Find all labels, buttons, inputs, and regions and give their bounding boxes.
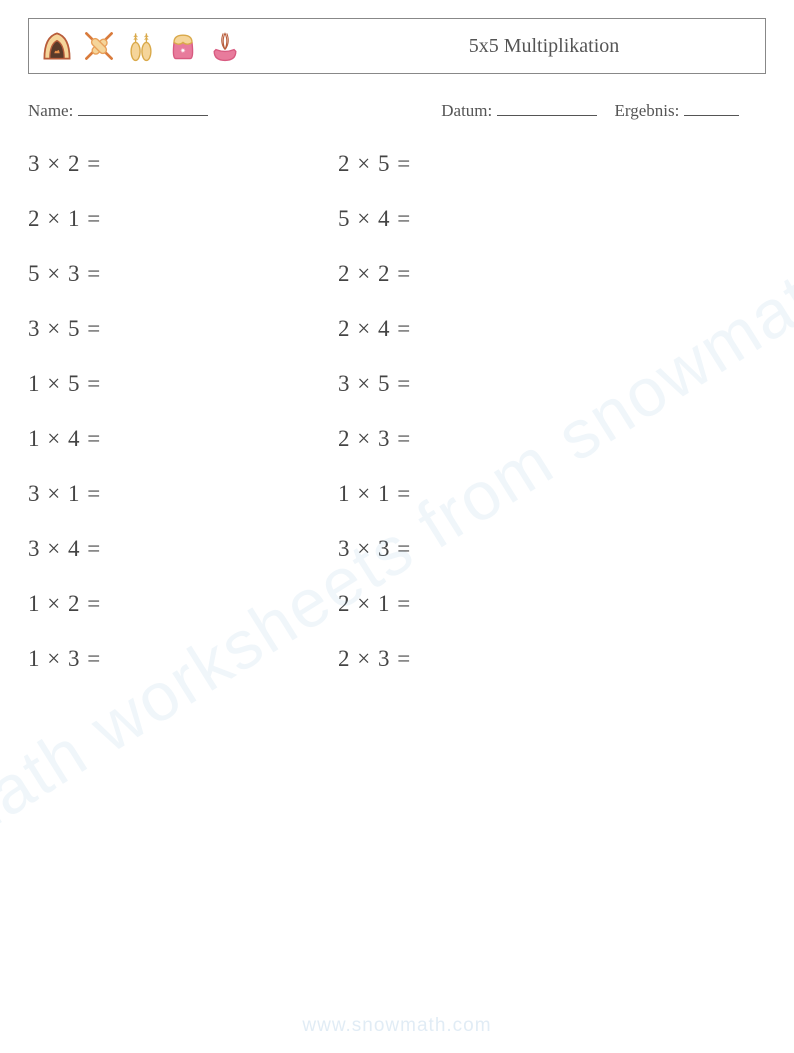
problems-col-1: 3 × 2 = 2 × 1 = 5 × 3 = 3 × 5 = 1 × 5 = … — [28, 151, 338, 672]
name-field: Name: — [28, 98, 441, 121]
info-row: Name: Datum: Ergebnis: — [28, 98, 766, 121]
problem-cell: 2 × 3 = — [338, 426, 648, 452]
problem-cell: 1 × 3 = — [28, 646, 338, 672]
problem-cell: 3 × 1 = — [28, 481, 338, 507]
problem-cell: 3 × 5 = — [28, 316, 338, 342]
header-icons: ✷ — [39, 28, 243, 64]
problem-cell: 1 × 1 = — [338, 481, 648, 507]
flour-bag-icon: ✷ — [165, 28, 201, 64]
date-blank[interactable] — [497, 98, 597, 116]
problem-cell: 1 × 5 = — [28, 371, 338, 397]
footer-url: www.snowmath.com — [0, 1015, 794, 1037]
result-label: Ergebnis: — [615, 101, 680, 120]
problem-cell: 3 × 3 = — [338, 536, 648, 562]
problem-cell: 2 × 2 = — [338, 261, 648, 287]
problem-cell: 2 × 5 = — [338, 151, 648, 177]
worksheet-title: 5x5 Multiplikation — [243, 35, 755, 58]
problem-cell: 2 × 4 = — [338, 316, 648, 342]
problem-cell: 3 × 2 = — [28, 151, 338, 177]
problem-cell: 3 × 4 = — [28, 536, 338, 562]
whisk-icon — [207, 28, 243, 64]
result-blank[interactable] — [684, 98, 739, 116]
wheat-icon — [123, 28, 159, 64]
worksheet-page: ✷ 5x5 Multiplikation Name: Datum: Ergebn… — [0, 0, 794, 700]
problem-cell: 2 × 1 = — [338, 591, 648, 617]
date-field: Datum: — [441, 98, 596, 121]
problem-cell: 1 × 2 = — [28, 591, 338, 617]
date-label: Datum: — [441, 101, 492, 120]
problems-grid: 3 × 2 = 2 × 1 = 5 × 3 = 3 × 5 = 1 × 5 = … — [28, 151, 766, 672]
problem-cell: 5 × 3 = — [28, 261, 338, 287]
problem-cell: 3 × 5 = — [338, 371, 648, 397]
svg-text:✷: ✷ — [180, 46, 186, 55]
problem-cell: 1 × 4 = — [28, 426, 338, 452]
name-label: Name: — [28, 101, 73, 120]
problem-cell: 2 × 3 = — [338, 646, 648, 672]
name-blank[interactable] — [78, 98, 208, 116]
result-field: Ergebnis: — [615, 98, 739, 121]
header-box: ✷ 5x5 Multiplikation — [28, 18, 766, 74]
problems-col-2: 2 × 5 = 5 × 4 = 2 × 2 = 2 × 4 = 3 × 5 = … — [338, 151, 648, 672]
oven-icon — [39, 28, 75, 64]
rolling-pin-icon — [81, 28, 117, 64]
problem-cell: 2 × 1 = — [28, 206, 338, 232]
problem-cell: 5 × 4 = — [338, 206, 648, 232]
